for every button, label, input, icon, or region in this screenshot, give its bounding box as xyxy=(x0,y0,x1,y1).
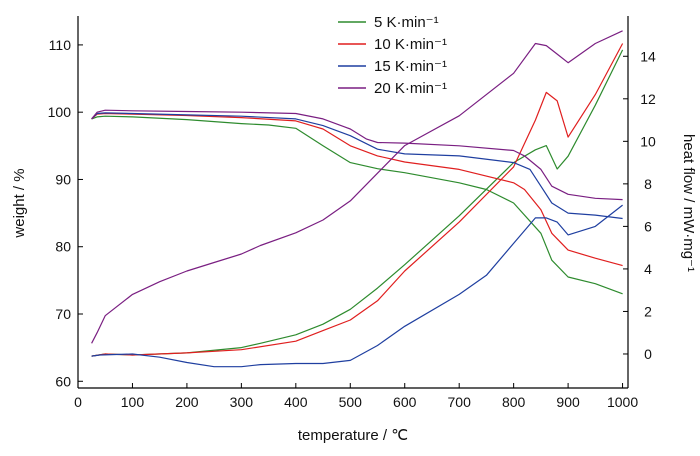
heat-flow-curve-series-4 xyxy=(91,30,623,344)
x-tick-label: 600 xyxy=(393,394,417,410)
y-right-tick-label: 2 xyxy=(644,303,652,319)
weight-curve-series-1 xyxy=(91,115,623,295)
y-right-tick-label: 6 xyxy=(644,218,652,234)
heat-flow-curve-series-3 xyxy=(91,204,623,368)
y-right-tick-label: 10 xyxy=(640,133,656,149)
y-left-tick-label: 70 xyxy=(55,306,71,322)
x-tick-label: 100 xyxy=(121,394,145,410)
x-tick-label: 700 xyxy=(448,394,472,410)
legend-label: 10 K·min⁻¹ xyxy=(374,36,447,53)
heat-flow-curve-series-1 xyxy=(91,49,624,357)
y-right-tick-label: 0 xyxy=(644,346,652,362)
weight-curve-series-4 xyxy=(91,109,623,201)
x-tick-label: 1000 xyxy=(607,394,638,410)
y-right-tick-label: 4 xyxy=(644,261,652,277)
weight-curve-series-3 xyxy=(91,112,623,220)
legend-label: 15 K·min⁻¹ xyxy=(374,58,447,75)
x-tick-label: 300 xyxy=(230,394,254,410)
legend-label: 20 K·min⁻¹ xyxy=(374,80,447,97)
legend: 5 K·min⁻¹ 10 K·min⁻¹ 15 K·min⁻¹ 20 K·min⁻¹ xyxy=(338,14,447,97)
x-tick-label: 0 xyxy=(74,394,82,410)
y-right-tick-label: 14 xyxy=(640,48,656,64)
y-left-axis-title: weight / % xyxy=(11,168,28,238)
y-left-tick-label: 80 xyxy=(55,239,71,255)
y-left-tick-label: 90 xyxy=(55,171,71,187)
axes-layer: 0 100 200 300 400 500 600 700 800 900 100060708090… xyxy=(11,16,697,444)
x-tick-label: 900 xyxy=(556,394,580,410)
y-left-tick-label: 60 xyxy=(55,373,71,389)
x-tick-label: 800 xyxy=(502,394,526,410)
x-tick-label: 200 xyxy=(175,394,199,410)
y-right-axis-title: heat flow / mW·mg⁻¹ xyxy=(680,134,697,272)
y-right-tick-label: 8 xyxy=(644,176,652,192)
heat-flow-curve-series-2 xyxy=(91,43,624,357)
y-left-tick-label: 110 xyxy=(49,37,72,53)
weight-curve-series-2 xyxy=(91,112,623,267)
x-tick-label: 400 xyxy=(284,394,308,410)
x-axis-title: temperature / ℃ xyxy=(298,427,408,444)
legend-label: 5 K·min⁻¹ xyxy=(374,14,439,31)
x-tick-label: 500 xyxy=(339,394,363,410)
curve-layer xyxy=(91,30,624,368)
y-left-tick-label: 100 xyxy=(48,104,72,120)
y-right-tick-label: 12 xyxy=(640,91,656,107)
